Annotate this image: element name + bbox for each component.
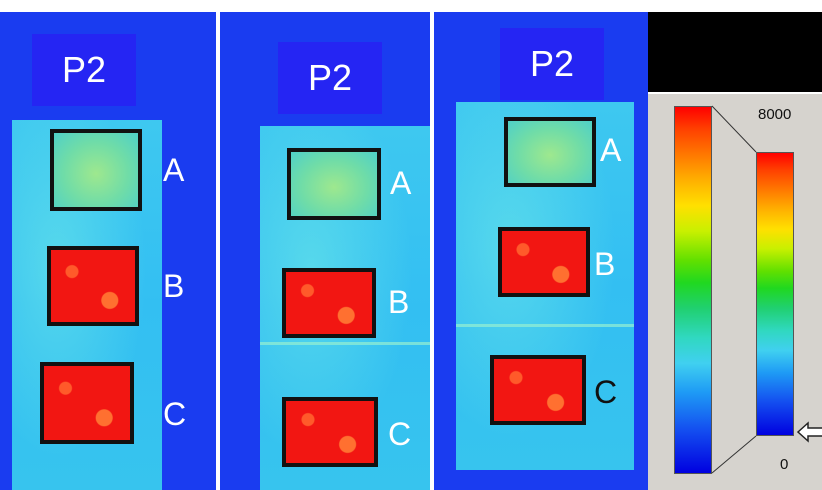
region-label-c: C — [163, 396, 187, 432]
region-label-b: B — [388, 284, 410, 320]
full-color-bar — [674, 106, 712, 474]
zoomed-color-bar — [756, 152, 794, 436]
region-label-b: B — [163, 268, 185, 304]
color-scale-panel: 8000 0 — [648, 94, 822, 490]
region-box-c — [40, 362, 134, 444]
threshold-arrow-icon[interactable] — [796, 420, 822, 444]
region-label-c: C — [388, 416, 412, 452]
region-box-c — [282, 397, 378, 467]
pressure-panel-2: P2 A B C — [220, 12, 430, 490]
region-label-c: C — [594, 374, 618, 410]
pressure-panel-3: P2 A B C — [434, 12, 648, 490]
region-box-a — [504, 117, 596, 187]
region-label-a: A — [600, 132, 622, 168]
scale-connector-lines — [711, 105, 757, 474]
scale-max-label: 8000 — [758, 106, 792, 123]
region-label-a: A — [390, 165, 412, 201]
region-box-b — [498, 227, 590, 297]
region-box-a — [50, 129, 142, 211]
region-box-b — [47, 246, 139, 326]
panel-separator — [430, 12, 434, 490]
sheet-streak — [260, 342, 430, 345]
panel-title: P2 — [500, 28, 604, 100]
sheet-streak — [456, 324, 634, 327]
pressure-panel-1: P2 A B C — [0, 12, 216, 490]
region-box-c — [490, 355, 586, 425]
region-box-a — [287, 148, 381, 220]
panel-separator — [216, 12, 220, 490]
panel-title: P2 — [278, 42, 382, 114]
panel-title: P2 — [32, 34, 136, 106]
region-box-b — [282, 268, 376, 338]
region-label-a: A — [163, 152, 185, 188]
black-header-block — [648, 12, 822, 92]
region-label-b: B — [594, 246, 616, 282]
scale-min-label: 0 — [780, 456, 789, 473]
